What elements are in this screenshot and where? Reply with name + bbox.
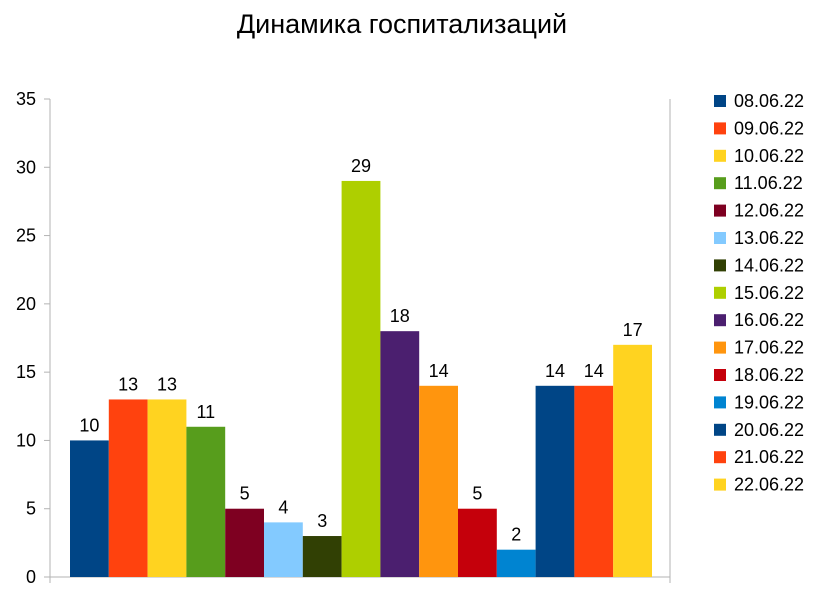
data-label: 18 xyxy=(390,306,410,326)
y-tick-label: 20 xyxy=(16,294,36,314)
bar-14.06.22 xyxy=(302,536,342,577)
data-label: 13 xyxy=(157,374,177,394)
data-label: 14 xyxy=(584,361,604,381)
legend-swatch xyxy=(714,314,726,327)
legend-swatch xyxy=(714,149,726,162)
legend-label: 18.06.22 xyxy=(734,365,804,385)
y-tick-label: 15 xyxy=(16,362,36,382)
bar-13.06.22 xyxy=(264,522,303,577)
legend: 08.06.22 09.06.22 10.06.22 11.06.22 12.06.22… xyxy=(714,91,804,495)
legend-label: 22.06.22 xyxy=(734,475,804,495)
legend-label: 16.06.22 xyxy=(734,310,804,330)
data-label: 5 xyxy=(472,484,482,504)
data-label: 11 xyxy=(196,402,215,422)
legend-swatch xyxy=(714,122,726,135)
bars xyxy=(70,180,652,577)
bar-11.06.22 xyxy=(186,426,226,577)
data-label: 4 xyxy=(278,497,288,517)
bar-10.06.22 xyxy=(147,399,187,577)
y-tick-label: 35 xyxy=(16,89,36,109)
y-tick-label: 25 xyxy=(16,226,36,246)
data-label: 14 xyxy=(545,361,565,381)
data-label: 14 xyxy=(429,361,449,381)
legend-swatch xyxy=(714,369,726,381)
legend-swatch xyxy=(714,478,726,491)
legend-swatch xyxy=(714,423,726,436)
bar-21.06.22 xyxy=(574,385,614,577)
data-label: 10 xyxy=(79,415,99,435)
legend-swatch xyxy=(714,232,726,244)
legend-label: 12.06.22 xyxy=(734,201,804,221)
legend-swatch xyxy=(714,259,726,272)
data-label: 29 xyxy=(351,156,371,176)
bar-19.06.22 xyxy=(496,549,536,577)
y-tick-label: 5 xyxy=(26,499,36,519)
chart-title: Динамика госпитализаций xyxy=(237,9,567,39)
legend-swatch xyxy=(714,451,726,464)
data-label: 17 xyxy=(623,320,643,340)
data-label: 13 xyxy=(118,374,138,394)
y-tick-label: 0 xyxy=(26,567,36,587)
bar-15.06.22 xyxy=(341,180,381,577)
legend-label: 10.06.22 xyxy=(734,146,804,166)
legend-label: 13.06.22 xyxy=(734,228,804,248)
legend-swatch xyxy=(714,204,726,217)
legend-swatch xyxy=(714,396,726,409)
data-labels: 10 13 13 11 5 4 3 29 18 14 5 2 14 14 17 xyxy=(79,156,642,545)
data-label: 2 xyxy=(511,525,521,545)
y-tick-label: 30 xyxy=(16,157,36,177)
legend-swatch xyxy=(714,341,726,354)
bar-12.06.22 xyxy=(225,508,264,577)
bar-18.06.22 xyxy=(458,508,497,577)
legend-label: 15.06.22 xyxy=(734,283,804,303)
legend-swatch xyxy=(714,95,726,107)
legend-label: 19.06.22 xyxy=(734,392,804,412)
data-label: 3 xyxy=(317,511,327,531)
legend-label: 20.06.22 xyxy=(734,420,804,440)
bar-22.06.22 xyxy=(613,344,652,577)
legend-label: 14.06.22 xyxy=(734,255,804,275)
legend-label: 11.06.22 xyxy=(734,173,803,193)
bar-20.06.22 xyxy=(535,385,575,577)
legend-label: 08.06.22 xyxy=(734,91,804,111)
bar-09.06.22 xyxy=(108,399,148,577)
bar-17.06.22 xyxy=(419,385,458,577)
y-tick-label: 10 xyxy=(16,430,36,450)
legend-swatch xyxy=(714,286,726,299)
bar-08.06.22 xyxy=(70,440,109,577)
legend-label: 21.06.22 xyxy=(734,447,804,467)
data-label: 5 xyxy=(240,484,250,504)
legend-swatch xyxy=(714,177,726,190)
legend-label: 09.06.22 xyxy=(734,118,804,138)
bar-16.06.22 xyxy=(380,331,420,577)
legend-label: 17.06.22 xyxy=(734,338,804,358)
